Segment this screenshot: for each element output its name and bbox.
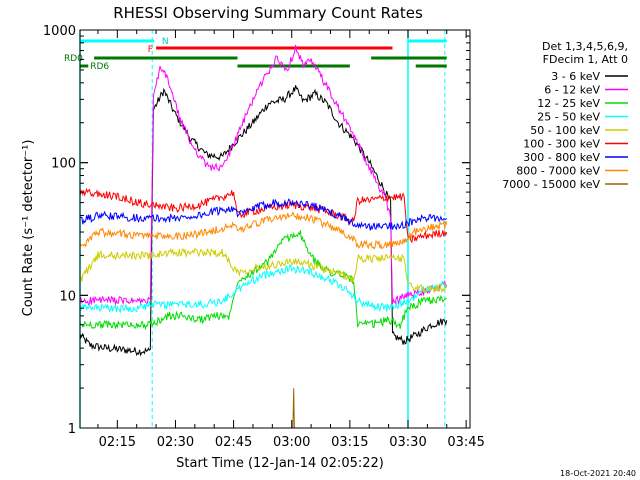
rd6-flag-label: RD6 [90, 62, 109, 72]
flag-bars: NF RD0 RD6 [64, 30, 447, 428]
legend-entry-label: 50 - 100 keV [530, 124, 600, 137]
y-tick-label: 1000 [43, 24, 76, 39]
series-line-6 [79, 198, 448, 231]
y-tick-label: 100 [51, 157, 76, 172]
series-line-4 [79, 247, 448, 294]
plot-frame [79, 29, 471, 429]
series-line-2 [79, 230, 447, 331]
y-tick-label: 10 [59, 289, 76, 304]
legend-entry-label: 6 - 12 keV [544, 84, 600, 97]
y-axis-label: Count Rate (s⁻¹ detector⁻¹) [21, 140, 36, 317]
series-line-5 [79, 187, 448, 244]
series-line-7 [79, 211, 448, 250]
footer-date: 18-Oct-2021 20:40 [560, 469, 636, 478]
y-tick-label: 1 [68, 422, 76, 437]
x-tick-label: 02:15 [99, 435, 136, 450]
legend-entry-label: 7000 - 15000 keV [502, 178, 600, 191]
series-line-3 [79, 263, 447, 314]
x-tick-label: 03:30 [389, 435, 426, 450]
axes: 1 10 100 1000 02:15 02:30 02:45 03:00 03:15 03:30… [43, 24, 485, 450]
night-flag-label: N [162, 37, 169, 47]
x-tick-label: 02:45 [215, 435, 252, 450]
series-line-8 [292, 388, 295, 429]
legend-header: Det 1,3,4,5,6,9, [542, 40, 628, 53]
x-tick-label: 02:30 [157, 435, 194, 450]
rd0-flag-label: RD0 [64, 54, 83, 64]
legend-header: FDecim 1, Att 0 [543, 53, 628, 66]
series-lines [79, 44, 448, 429]
legend-entry-label: 100 - 300 keV [523, 138, 600, 151]
x-tick-label: 03:00 [273, 435, 310, 450]
x-axis-label: Start Time (12-Jan-14 02:05:22) [176, 456, 384, 471]
x-tick-label: 03:45 [447, 435, 484, 450]
legend-entry-label: 12 - 25 keV [537, 97, 600, 110]
legend-entry-label: 3 - 6 keV [551, 70, 600, 83]
x-tick-label: 03:15 [331, 435, 368, 450]
series-line-1 [79, 44, 448, 306]
legend-entry-label: 800 - 7000 keV [516, 165, 600, 178]
legend-entry-label: 300 - 800 keV [523, 151, 600, 164]
flare-flag-label: F [148, 45, 153, 55]
legend: Det 1,3,4,5,6,9,FDecim 1, Att 0 3 - 6 keV… [502, 40, 628, 191]
legend-entry-label: 25 - 50 keV [537, 111, 600, 124]
chart-title: RHESSI Observing Summary Count Rates [113, 4, 423, 22]
